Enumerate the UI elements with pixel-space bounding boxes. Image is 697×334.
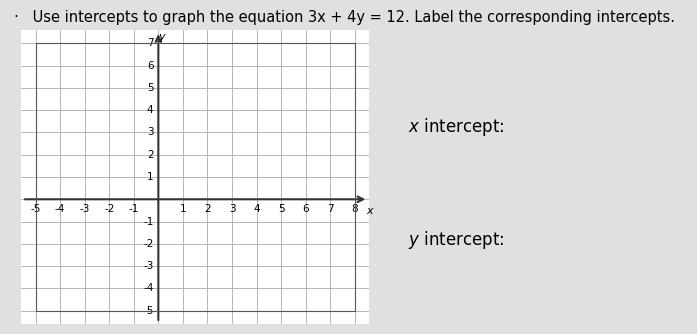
Text: 2: 2 — [204, 204, 210, 214]
Text: 5: 5 — [147, 83, 153, 93]
Text: 1: 1 — [147, 172, 153, 182]
Text: -5: -5 — [143, 306, 153, 316]
Text: ·   Use intercepts to graph the equation 3x + 4y = 12. Label the corresponding i: · Use intercepts to graph the equation 3… — [14, 10, 675, 25]
Text: 3: 3 — [147, 128, 153, 138]
Text: -4: -4 — [143, 283, 153, 293]
Text: -4: -4 — [55, 204, 66, 214]
Text: 4: 4 — [147, 105, 153, 115]
Text: $\it{x}$ intercept:: $\it{x}$ intercept: — [408, 116, 505, 138]
Text: 3: 3 — [229, 204, 236, 214]
Text: -3: -3 — [143, 261, 153, 271]
Text: 2: 2 — [147, 150, 153, 160]
Text: 5: 5 — [277, 204, 284, 214]
Text: 7: 7 — [147, 38, 153, 48]
Text: y: y — [159, 32, 165, 42]
Text: x: x — [366, 206, 373, 216]
Text: -3: -3 — [79, 204, 90, 214]
Text: -2: -2 — [143, 239, 153, 249]
Text: 4: 4 — [253, 204, 260, 214]
Text: 8: 8 — [351, 204, 358, 214]
Text: 6: 6 — [302, 204, 309, 214]
Text: -5: -5 — [31, 204, 41, 214]
Text: 7: 7 — [327, 204, 333, 214]
Text: 1: 1 — [180, 204, 186, 214]
Text: 6: 6 — [147, 61, 153, 71]
Text: $\it{y}$ intercept:: $\it{y}$ intercept: — [408, 229, 505, 252]
Text: -2: -2 — [104, 204, 114, 214]
Text: -1: -1 — [129, 204, 139, 214]
Text: -1: -1 — [143, 216, 153, 226]
